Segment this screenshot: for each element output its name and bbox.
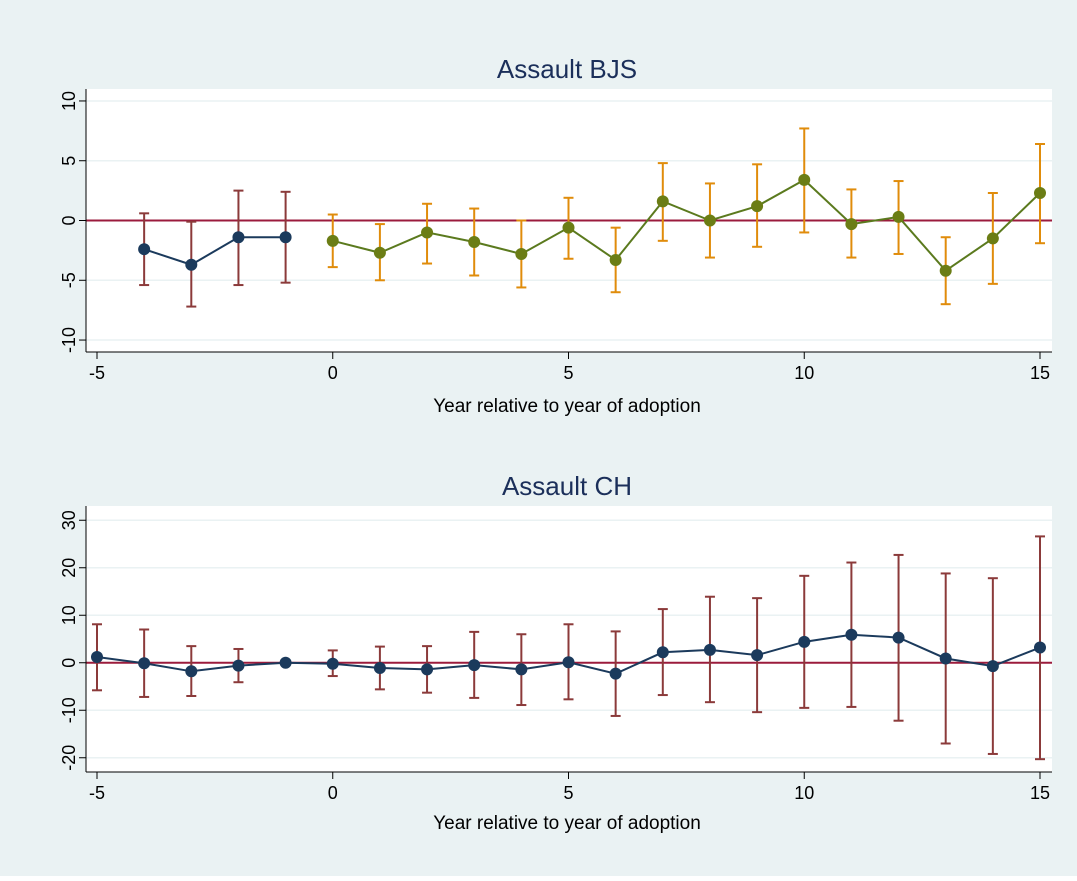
data-point — [656, 195, 669, 208]
x-tick-label: 10 — [794, 783, 814, 803]
data-point — [986, 660, 999, 673]
panel-assault-ch: -20 -10 0 10 20 30 -5 0 5 10 15 Assault CH Year rela… — [59, 471, 1052, 834]
y-tick-label: 30 — [59, 510, 79, 530]
data-point — [751, 200, 764, 213]
data-point — [892, 210, 905, 223]
data-point — [468, 659, 481, 672]
x-tick-label: 5 — [563, 363, 573, 383]
y-tick-label: -10 — [59, 697, 79, 723]
data-point — [515, 247, 528, 260]
y-tick-label: -10 — [59, 327, 79, 353]
data-point — [232, 231, 245, 244]
data-point — [845, 628, 858, 641]
y-tick-label: 10 — [59, 91, 79, 111]
data-point — [1034, 187, 1046, 200]
data-point — [892, 631, 905, 644]
x-axis-label: Year relative to year of adoption — [433, 813, 701, 834]
chart-title: Assault CH — [502, 471, 632, 501]
y-tick-label: 0 — [59, 215, 79, 225]
y-tick-label: 0 — [59, 658, 79, 668]
data-point — [798, 635, 811, 648]
panel-assault-bjs: -10 -5 0 5 10 -5 0 5 10 15 Assault BJS Year relativ… — [59, 54, 1052, 417]
y-tick-label: 10 — [59, 605, 79, 625]
data-point — [939, 264, 952, 277]
data-point — [845, 218, 858, 231]
data-point — [421, 663, 434, 676]
data-point — [279, 656, 292, 669]
data-point — [421, 226, 434, 239]
x-tick-label: -5 — [89, 783, 105, 803]
x-axis-label: Year relative to year of adoption — [433, 396, 701, 417]
data-point — [798, 173, 811, 186]
x-tick-label: 10 — [794, 363, 814, 383]
data-point — [326, 657, 339, 670]
x-tick-label: 0 — [328, 363, 338, 383]
data-point — [373, 661, 386, 674]
data-point — [609, 667, 622, 680]
y-tick-label: 20 — [59, 558, 79, 578]
data-point — [185, 665, 198, 678]
x-tick-label: 0 — [328, 783, 338, 803]
data-point — [326, 234, 339, 247]
data-point — [468, 236, 481, 249]
y-tick-label: -20 — [59, 745, 79, 771]
data-point — [656, 646, 669, 659]
data-point — [232, 659, 245, 672]
data-point — [986, 232, 999, 245]
data-point — [562, 221, 575, 234]
y-tick-label: 5 — [59, 156, 79, 166]
series-line — [143, 236, 286, 266]
data-point — [562, 656, 575, 669]
data-point — [138, 243, 151, 256]
x-tick-label: 5 — [563, 783, 573, 803]
x-tick-label: -5 — [89, 363, 105, 383]
data-point — [279, 231, 292, 244]
data-point — [703, 214, 716, 227]
data-point — [91, 651, 103, 664]
data-point — [373, 246, 386, 259]
x-tick-label: 15 — [1030, 783, 1050, 803]
data-point — [138, 657, 151, 670]
data-point — [751, 649, 764, 662]
data-point — [1034, 641, 1046, 654]
data-point — [939, 652, 952, 665]
chart-title: Assault BJS — [497, 54, 637, 84]
data-point — [515, 663, 528, 676]
data-point — [185, 258, 198, 271]
y-tick-label: -5 — [59, 272, 79, 288]
data-point — [609, 253, 622, 266]
series-line — [332, 178, 1041, 273]
data-point — [703, 643, 716, 656]
x-tick-label: 15 — [1030, 363, 1050, 383]
